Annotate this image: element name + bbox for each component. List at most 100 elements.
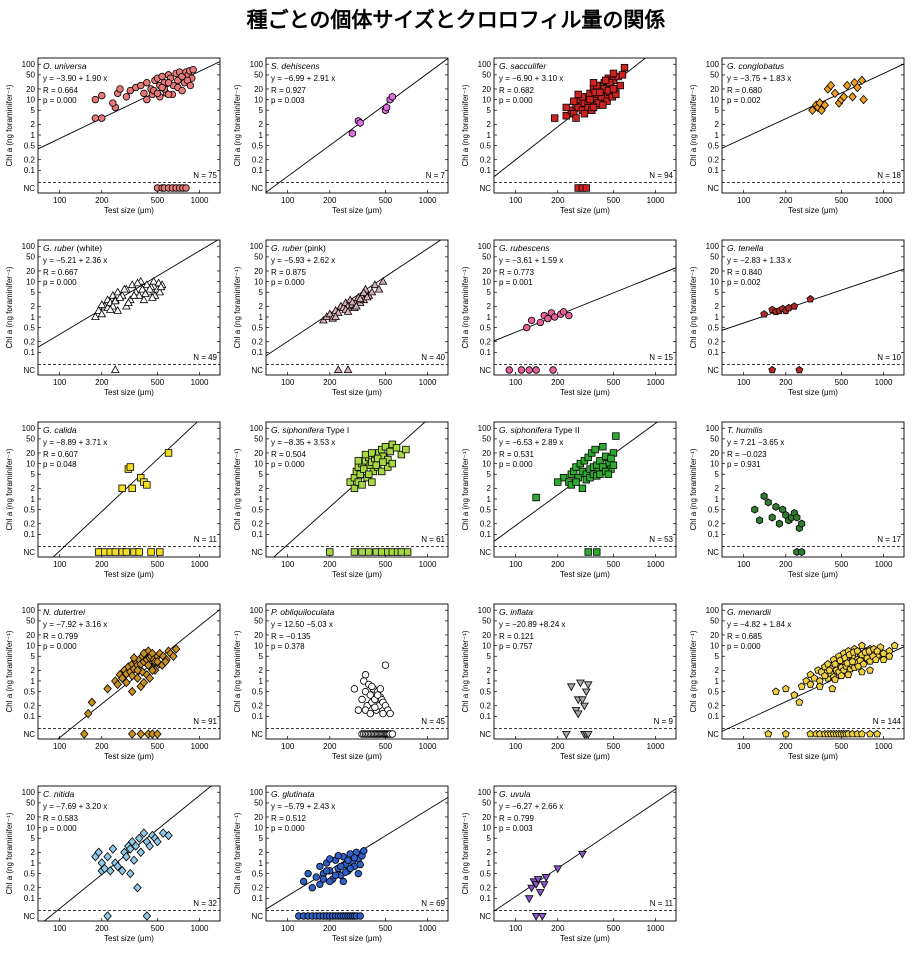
data-point (591, 445, 599, 454)
y-tick-label: 5 (259, 288, 264, 297)
correlation-r: R = −0.023 (727, 450, 767, 459)
y-tick-label: 20 (26, 85, 35, 94)
data-point (798, 547, 806, 557)
x-tick-label: 200 (323, 196, 337, 205)
y-tick-label: NC (707, 548, 719, 557)
data-point (527, 884, 536, 893)
data-point (583, 731, 593, 739)
data-point (596, 88, 604, 97)
data-point (806, 295, 815, 303)
p-value: p = 0.000 (499, 460, 533, 469)
data-point (153, 729, 162, 739)
y-tick-label: 0.5 (708, 687, 720, 696)
y-tick-label: 0.5 (708, 505, 720, 514)
data-point (837, 671, 846, 680)
data-point (164, 90, 173, 99)
p-value: p = 0.000 (499, 96, 533, 105)
data-point (120, 284, 129, 293)
y-tick-label: 10 (482, 277, 491, 286)
y-tick-label: 20 (482, 267, 491, 276)
data-point (539, 881, 549, 890)
data-point (858, 641, 866, 649)
data-point (133, 883, 142, 893)
data-point (373, 454, 382, 463)
y-tick-label: 0.1 (24, 530, 36, 539)
y-tick-label: 0.2 (480, 338, 492, 347)
species-name: G. sacculifer (499, 61, 547, 71)
y-tick-label: 1 (31, 313, 36, 322)
y-axis-label: Chl a (ng foraminifer⁻¹) (5, 448, 14, 530)
data-point (531, 913, 541, 921)
data-point (830, 88, 840, 99)
y-tick-label: 50 (26, 435, 35, 444)
data-point (127, 729, 137, 739)
data-point (566, 683, 576, 692)
data-point (108, 844, 118, 854)
data-point (153, 837, 162, 847)
data-point (126, 463, 135, 471)
p-value: p = 0.000 (727, 642, 761, 651)
plot-frame (265, 239, 449, 376)
data-point (795, 365, 804, 374)
data-point (368, 682, 376, 691)
species-name: G. conglobatus (727, 61, 785, 71)
data-point (126, 844, 135, 854)
y-tick-label: 2 (715, 302, 720, 311)
y-tick-label: NC (23, 548, 35, 557)
plot-frame (493, 421, 677, 558)
species-name: S. dehiscens (271, 61, 320, 71)
data-point (331, 312, 340, 321)
data-point (312, 873, 320, 881)
y-tick-label: 100 (22, 60, 36, 69)
data-point (612, 432, 620, 440)
x-tick-label: 500 (151, 560, 165, 569)
plot-frame (721, 421, 905, 558)
p-value: p = 0.002 (727, 96, 761, 105)
data-point (848, 657, 857, 665)
sample-count: N = 61 (421, 535, 445, 544)
data-point (775, 519, 783, 528)
y-tick-label: NC (251, 184, 263, 193)
y-tick-label: 20 (26, 267, 35, 276)
data-point (135, 548, 143, 556)
data-point (186, 81, 195, 90)
data-point (356, 118, 364, 127)
data-point (352, 301, 361, 310)
regression-equation: y = −6.27 + 2.66 x (499, 802, 563, 811)
y-tick-label: 50 (26, 253, 35, 262)
y-tick-label: 0.1 (24, 166, 36, 175)
data-point (105, 305, 115, 313)
y-tick-label: 5 (715, 106, 720, 115)
p-value: p = 0.048 (43, 460, 77, 469)
data-point (128, 484, 136, 493)
y-tick-label: 20 (26, 813, 35, 822)
x-tick-label: 500 (151, 742, 165, 751)
data-point (607, 454, 615, 463)
data-point (857, 75, 867, 86)
y-tick-label: 100 (250, 424, 264, 433)
x-tick-label: 500 (151, 378, 165, 387)
y-tick-label: 0.2 (708, 156, 720, 165)
plot-area (43, 786, 212, 921)
x-tick-label: 1000 (191, 924, 209, 933)
species-name: G. ruber (pink) (271, 243, 326, 253)
y-tick-label: 1 (259, 859, 264, 868)
y-tick-label: 50 (710, 71, 719, 80)
y-tick-label: 100 (478, 788, 492, 797)
data-point (583, 681, 593, 690)
x-tick-label: 100 (509, 378, 523, 387)
p-value: p = 0.378 (271, 642, 305, 651)
y-tick-label: NC (251, 730, 263, 739)
data-point (524, 895, 534, 904)
data-point (339, 877, 348, 886)
correlation-r: R = 0.799 (499, 814, 534, 823)
plot-area (751, 492, 806, 557)
species-name: P. obliquiloculata (271, 607, 334, 617)
y-tick-label: 0.2 (252, 702, 264, 711)
p-value: p = 0.000 (271, 460, 305, 469)
y-tick-label: 0.1 (480, 894, 492, 903)
data-point (772, 687, 780, 695)
x-tick-label: 100 (509, 196, 523, 205)
y-tick-label: 2 (259, 666, 264, 675)
